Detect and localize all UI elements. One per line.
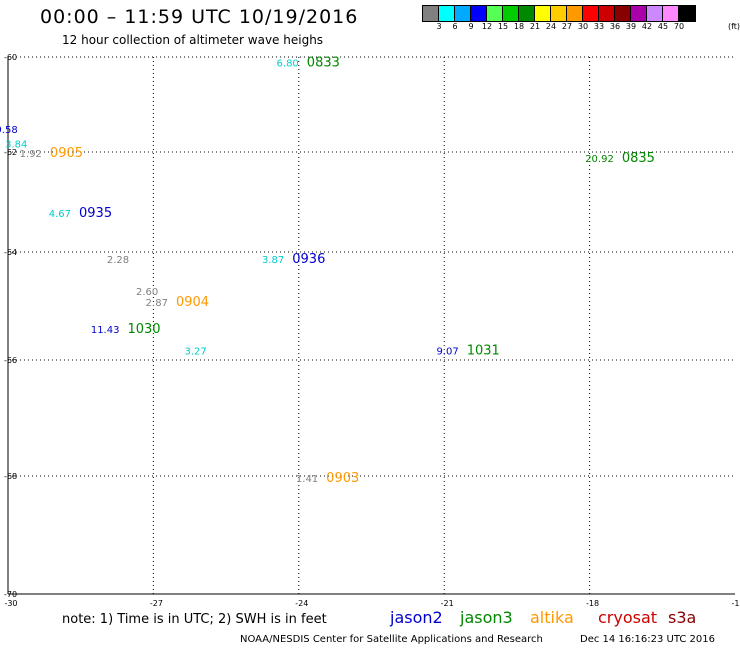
y-tick-label: -62 — [4, 148, 17, 157]
footer-note: note: 1) Time is in UTC; 2) SWH is in fe… — [62, 612, 327, 627]
swh-label: 1.92 — [20, 149, 42, 160]
time-label: 0905 — [50, 146, 83, 161]
swh-label: 9.58 — [0, 125, 18, 136]
colorbar-unit: (ft) — [728, 22, 740, 31]
colorbar-cell — [519, 6, 535, 21]
time-label: 0835 — [622, 151, 655, 166]
y-tick-label: -68 — [4, 472, 17, 481]
colorbar-cell — [439, 6, 455, 21]
time-label: 0904 — [176, 295, 209, 310]
swh-label: 9.07 — [436, 347, 458, 358]
chart-subtitle: 12 hour collection of altimeter wave hei… — [62, 33, 324, 47]
colorbar-cell — [663, 6, 679, 21]
colorbar-cell — [503, 6, 519, 21]
time-label: 0833 — [307, 56, 340, 71]
colorbar-label: 27 — [561, 22, 573, 31]
swh-label: 2.60 — [136, 287, 158, 298]
legend-altika: altika — [530, 608, 574, 627]
x-tick-label: -27 — [150, 599, 163, 608]
colorbar-label: 12 — [481, 22, 493, 31]
colorbar-cell — [599, 6, 615, 21]
colorbar-cell — [567, 6, 583, 21]
x-tick-label: -30 — [4, 599, 17, 608]
time-label: 0936 — [292, 252, 325, 267]
chart-title: 00:00 – 11:59 UTC 10/19/2016 — [40, 6, 359, 28]
credit-text: NOAA/NESDIS Center for Satellite Applica… — [240, 634, 543, 645]
y-tick-label: -66 — [4, 356, 17, 365]
colorbar-cell — [631, 6, 647, 21]
x-tick-label: -18 — [586, 599, 599, 608]
swh-label: 2.28 — [107, 255, 129, 266]
time-label: 1030 — [127, 322, 160, 337]
colorbar-cell — [487, 6, 503, 21]
colorbar-label: 3 — [436, 22, 442, 31]
colorbar-label: 45 — [657, 22, 669, 31]
swh-label: 11.43 — [91, 325, 120, 336]
colorbar-cell — [471, 6, 487, 21]
colorbar-label: 18 — [513, 22, 525, 31]
time-label: 0903 — [326, 471, 359, 486]
timestamp: Dec 14 16:16:23 UTC 2016 — [580, 634, 715, 645]
colorbar-cell — [455, 6, 471, 21]
swh-label: 2.87 — [146, 298, 168, 309]
time-label: 0935 — [79, 206, 112, 221]
colorbar-label: 39 — [625, 22, 637, 31]
colorbar-cell — [551, 6, 567, 21]
colorbar-label: 21 — [529, 22, 541, 31]
colorbar-label: 42 — [641, 22, 653, 31]
legend-cryosat: cryosat — [598, 608, 658, 627]
legend-jason2: jason2 — [390, 608, 443, 627]
colorbar-label: 6 — [452, 22, 458, 31]
colorbar-cell — [679, 6, 695, 21]
colorbar-label: 70 — [673, 22, 685, 31]
swh-label: 3.84 — [5, 139, 27, 150]
colorbar-label: 36 — [609, 22, 621, 31]
swh-label: 4.67 — [49, 209, 71, 220]
colorbar-cell — [647, 6, 663, 21]
colorbar-cell — [615, 6, 631, 21]
swh-label: 3.27 — [184, 347, 206, 358]
swh-label: 1.41 — [296, 474, 318, 485]
colorbar-label: 33 — [593, 22, 605, 31]
colorbar-label: 24 — [545, 22, 557, 31]
colorbar-cell — [423, 6, 439, 21]
colorbar — [422, 5, 696, 22]
x-tick-label: -21 — [441, 599, 454, 608]
y-tick-label: -60 — [4, 53, 17, 62]
swh-label: 3.87 — [262, 255, 284, 266]
legend-s3a: s3a — [668, 608, 697, 627]
swh-label: 6.80 — [277, 59, 299, 70]
legend-jason3: jason3 — [460, 608, 513, 627]
x-tick-label: -24 — [295, 599, 308, 608]
swh-label: 20.92 — [585, 154, 614, 165]
colorbar-cell — [583, 6, 599, 21]
colorbar-cell — [535, 6, 551, 21]
y-tick-label: -64 — [4, 248, 17, 257]
y-tick-label: -70 — [4, 590, 17, 599]
colorbar-label: 30 — [577, 22, 589, 31]
colorbar-label: 9 — [468, 22, 474, 31]
x-tick-label: -15 — [731, 599, 740, 608]
time-label: 1031 — [467, 344, 500, 359]
colorbar-label: 15 — [497, 22, 509, 31]
